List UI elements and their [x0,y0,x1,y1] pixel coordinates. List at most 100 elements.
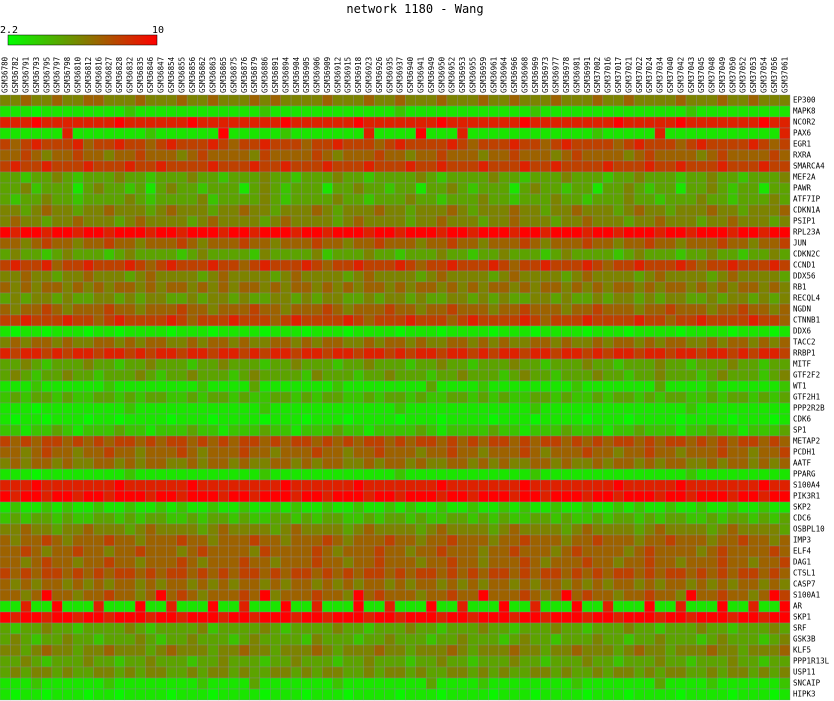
cell [529,358,541,371]
cell [342,578,354,591]
cell [114,314,125,327]
cell [166,655,177,668]
cell [249,523,261,536]
cell [571,193,583,206]
cell [62,501,73,514]
cell [457,281,468,294]
cell [665,182,676,195]
column-label: GSM37021 [624,57,633,93]
cell [696,556,708,569]
cell [477,622,489,635]
cell [540,138,552,151]
cell [613,413,624,426]
cell [581,358,593,371]
cell [41,501,53,514]
cell [322,578,333,591]
cell [353,677,364,690]
cell [290,259,302,272]
cell [51,237,63,250]
cell [363,380,375,393]
cell [550,116,562,129]
cell [259,336,271,349]
cell [363,655,375,668]
cell [186,622,198,635]
cell [748,402,759,415]
cell [41,512,53,525]
cell [176,457,188,470]
cell [644,138,656,151]
cell [72,578,84,591]
cell [31,303,42,316]
cell [654,600,666,613]
cell [519,325,531,338]
cell [176,655,188,668]
cell [103,424,115,437]
cell [644,237,656,250]
cell [207,116,219,129]
cell [332,369,344,382]
cell [218,270,229,283]
cell [654,138,666,151]
cell [290,600,302,613]
cell [124,127,136,140]
cell [405,523,416,536]
cell [72,457,84,470]
cell [415,633,427,646]
cell [384,270,396,283]
cell [550,622,562,635]
cell [280,457,292,470]
cell [311,501,323,514]
cell [592,688,604,701]
cell [498,600,510,613]
cell [779,413,791,426]
cell [426,523,437,536]
cell [51,281,63,294]
cell [779,248,791,261]
cell [769,215,780,228]
cell [529,512,541,525]
cell [706,171,718,184]
cell [633,270,645,283]
cell [602,468,614,481]
cell [332,391,344,404]
cell [82,435,94,448]
cell [581,204,593,217]
cell [72,303,84,316]
cell [602,336,614,349]
cell [10,160,21,173]
cell [10,248,21,261]
cell [51,545,63,558]
cell [155,160,167,173]
cell [737,248,749,261]
cell [301,369,313,382]
cell [561,270,572,283]
cell [550,578,562,591]
cell [571,237,583,250]
cell [51,402,63,415]
cell [426,149,437,162]
cell [114,138,125,151]
cell [363,270,375,283]
cell [436,336,448,349]
cell [103,358,115,371]
cell [31,336,42,349]
cell [405,479,416,492]
cell [20,127,32,140]
cell [259,611,271,624]
cell [457,358,468,371]
cell [654,688,666,701]
cell [477,589,489,602]
cell [602,259,614,272]
cell [114,281,125,294]
cell [779,237,791,250]
cell [20,160,32,173]
cell [665,545,676,558]
cell [259,457,271,470]
cell [207,402,219,415]
cell [270,182,281,195]
cell [779,358,791,371]
cell [197,204,209,217]
cell [134,688,146,701]
cell [540,501,552,514]
